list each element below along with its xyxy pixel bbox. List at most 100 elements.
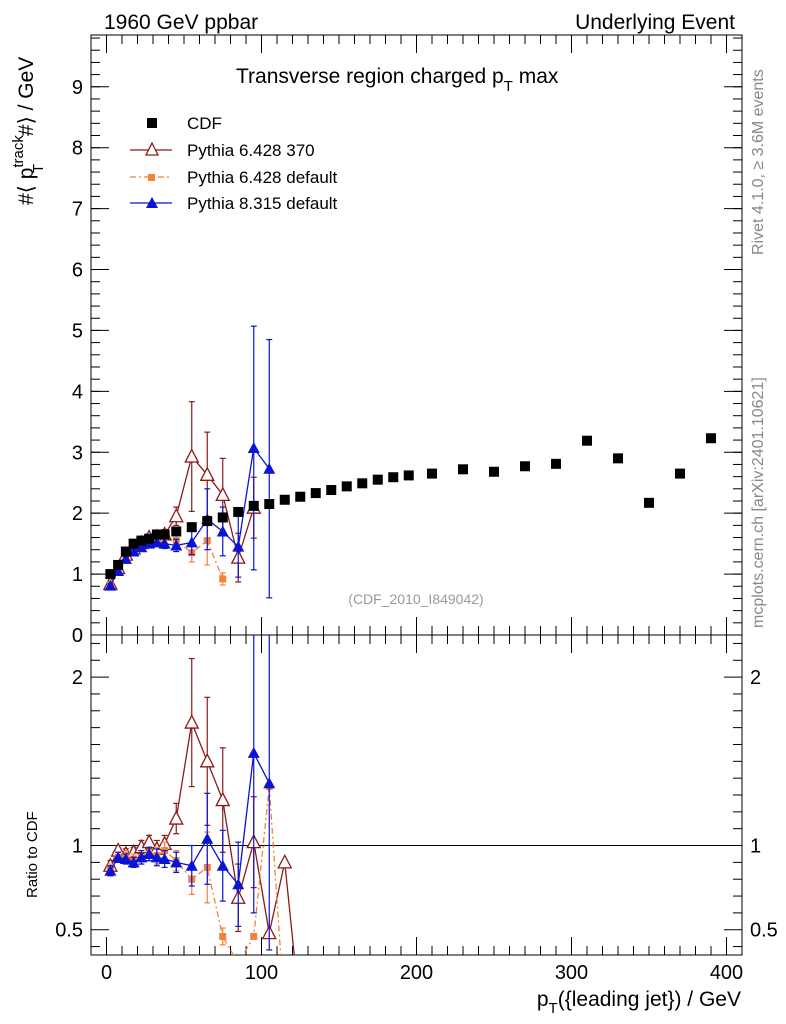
data-point-triangle xyxy=(216,859,229,871)
data-point-open-triangle xyxy=(141,833,157,849)
data-point-open-triangle xyxy=(294,1007,307,1020)
xtick-label: 100 xyxy=(245,962,278,984)
data-point-small-square xyxy=(219,575,227,583)
legend-label-p6-370: Pythia 6.428 370 xyxy=(187,141,315,160)
data-point-square xyxy=(341,481,352,492)
data-point-square xyxy=(144,533,155,544)
data-point-triangle xyxy=(150,851,163,863)
data-point-triangle xyxy=(135,541,148,553)
main-panel-ytick-labels: 0 1 2 3 4 5 6 7 8 9 xyxy=(72,77,83,647)
main-panel-series xyxy=(102,325,716,599)
legend-marker-p6-370 xyxy=(144,141,160,156)
rivet-version-label: Rivet 4.1.0, ≥ 3.6M events xyxy=(750,69,767,255)
ytick-label: 2 xyxy=(72,503,83,525)
data-point-open-triangle xyxy=(199,752,215,768)
ratio-panel-ytick-labels: 0.5 0.5 1 1 2 2 xyxy=(55,667,778,942)
xtick-label: 300 xyxy=(555,962,588,984)
data-point-triangle xyxy=(247,746,260,758)
data-point-triangle xyxy=(112,851,125,863)
data-point-square xyxy=(551,458,561,469)
xtick-label: 200 xyxy=(400,962,433,984)
data-point-triangle xyxy=(104,579,117,591)
data-point-square xyxy=(217,512,228,523)
data-point-open-triangle xyxy=(215,486,231,502)
data-point-square xyxy=(388,472,399,483)
ratio-panel-ticks xyxy=(91,635,742,955)
data-point-open-triangle xyxy=(168,507,184,523)
x-axis-label-suffix: ({leading jet}) / GeV xyxy=(558,988,741,1011)
data-point-square xyxy=(159,529,170,540)
legend-marker-p8-default xyxy=(146,197,158,208)
ytick-label-right: 1 xyxy=(750,836,761,858)
data-point-square xyxy=(186,522,197,533)
data-point-triangle xyxy=(119,853,132,864)
xtick-label: 400 xyxy=(710,962,743,984)
data-point-square xyxy=(372,474,383,485)
data-point-open-triangle xyxy=(277,853,293,869)
data-point-square xyxy=(427,468,437,479)
data-point-square xyxy=(520,461,530,472)
data-point-square xyxy=(105,569,116,580)
ratio-panel-frame xyxy=(90,634,743,956)
main-ylabel-prefix: #⟨ p xyxy=(15,168,38,205)
ytick-label: 1 xyxy=(72,564,83,586)
main-series-cdf xyxy=(105,433,716,580)
ytick-label: 0 xyxy=(72,625,83,647)
ytick-label: 7 xyxy=(72,199,83,221)
data-point-open-triangle xyxy=(168,810,184,825)
data-point-square xyxy=(458,464,468,475)
plot-title-subscript: T xyxy=(504,78,513,95)
plot-title: Transverse region charged pT max xyxy=(236,65,559,95)
data-point-triangle xyxy=(263,777,276,789)
ytick-label-left: 2 xyxy=(72,667,83,689)
data-point-square xyxy=(675,468,685,479)
ytick-label-left: 1 xyxy=(72,836,83,858)
data-point-square xyxy=(128,538,139,549)
data-point-triangle xyxy=(185,536,198,548)
plot-title-suffix: max xyxy=(513,65,559,88)
analysis-id-label: (CDF_2010_I849042) xyxy=(348,591,483,607)
mcplots-credit-label: mcplots.cern.ch [arXiv:2401.10621] xyxy=(750,377,767,628)
data-point-square xyxy=(613,453,623,464)
data-point-open-triangle xyxy=(199,466,215,481)
main-ylabel: #⟨ ptrackT #⟩ / GeV xyxy=(10,57,47,205)
ytick-label-right: 0.5 xyxy=(750,920,778,942)
data-point-small-square xyxy=(235,960,242,967)
data-point-triangle xyxy=(263,462,276,474)
data-point-triangle xyxy=(158,537,171,549)
data-point-square xyxy=(202,516,213,527)
ytick-label: 6 xyxy=(72,260,83,282)
data-point-triangle xyxy=(135,851,148,863)
ytick-label: 4 xyxy=(72,381,83,403)
main-ylabel-superscript: track xyxy=(10,135,27,168)
data-point-square xyxy=(113,559,124,570)
ratio-panel-series xyxy=(102,635,307,1020)
main-panel: 0 1 2 3 4 5 6 7 8 9 Transverse region charged pT … xyxy=(10,34,743,647)
data-point-triangle xyxy=(247,441,260,453)
data-point-square xyxy=(706,433,716,444)
data-point-square xyxy=(644,497,654,508)
ytick-label: 8 xyxy=(72,138,83,160)
data-point-small-square xyxy=(281,1010,288,1017)
header-analysis-label: Underlying Event xyxy=(575,11,735,34)
main-panel-ticks xyxy=(91,35,742,636)
xtick-label: 0 xyxy=(101,962,112,984)
main-ylabel-subscript: T xyxy=(30,164,47,173)
ratio-ylabel: Ratio to CDF xyxy=(24,811,41,898)
data-point-triangle xyxy=(150,536,163,548)
series-line xyxy=(109,786,282,955)
ratio-series-p8_default xyxy=(104,635,276,951)
data-point-small-square xyxy=(219,932,227,940)
series-line xyxy=(109,446,270,586)
data-point-square xyxy=(171,526,182,537)
data-point-square xyxy=(233,506,244,517)
legend-marker-cdf xyxy=(147,118,157,128)
data-point-triangle xyxy=(185,859,198,871)
data-point-square xyxy=(403,470,414,481)
data-point-square xyxy=(264,499,275,510)
ytick-label: 5 xyxy=(72,320,83,342)
data-point-square xyxy=(326,485,337,496)
legend-marker-p6-default xyxy=(148,174,155,181)
data-point-square xyxy=(357,478,368,489)
